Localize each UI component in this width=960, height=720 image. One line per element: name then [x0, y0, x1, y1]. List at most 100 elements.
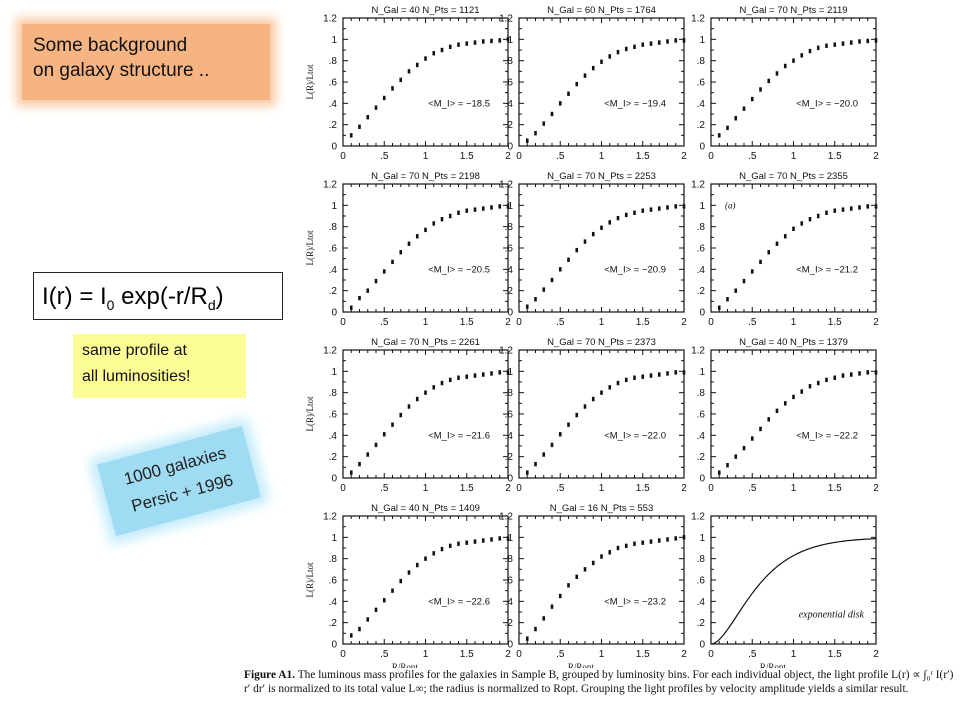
data-point — [674, 38, 678, 43]
x-tick-label: 2 — [873, 483, 879, 494]
x-tick-label: 1.5 — [460, 483, 474, 494]
profile-panel: 0 .5 1 1.5 2 0 .2 .4 .6 .8 1 1.2 N_Gal = 40 N_Pts = … — [691, 337, 879, 494]
data-point — [759, 259, 762, 265]
panel-frame — [518, 183, 685, 313]
data-point — [616, 49, 620, 55]
x-axis-label: R/Ropt — [392, 662, 419, 668]
data-point — [682, 204, 686, 209]
x-tick-label: .5 — [556, 317, 565, 328]
y-tick-label: 0 — [699, 474, 705, 485]
data-point — [600, 390, 603, 395]
data-point — [415, 396, 419, 402]
y-tick-label: .2 — [697, 452, 706, 463]
data-point — [750, 96, 754, 102]
data-point — [742, 106, 746, 111]
data-point — [391, 422, 394, 427]
data-point — [734, 454, 738, 459]
x-tick-label: 1.5 — [828, 649, 842, 660]
x-tick-label: 2 — [873, 317, 879, 328]
y-tick-label: 0 — [699, 142, 705, 153]
data-point — [575, 412, 579, 418]
profile-panel: 0.5 1 1.5 20.2.4.6.811.2N_Gal = 70 N_Pts = … — [691, 5, 879, 162]
x-tick-label: 0 — [340, 483, 346, 494]
data-point — [591, 396, 595, 402]
data-point — [407, 404, 411, 409]
data-point — [633, 44, 636, 49]
panel-magnitude: <M_I> = −18.5 — [428, 98, 490, 109]
y-tick-label: .8 — [505, 222, 514, 233]
data-point — [542, 616, 546, 621]
data-point — [792, 226, 795, 231]
x-tick-label: 1 — [791, 483, 797, 494]
data-point — [440, 47, 444, 53]
data-point — [583, 73, 587, 78]
data-point — [666, 371, 669, 376]
data-point — [682, 535, 686, 540]
data-point — [649, 373, 653, 378]
y-tick-label: .4 — [505, 597, 514, 608]
y-tick-label: .6 — [329, 78, 338, 89]
x-tick-label: 0 — [516, 649, 522, 660]
x-tick-label: .5 — [380, 483, 389, 494]
x-tick-label: 2 — [681, 151, 687, 162]
data-point — [808, 217, 812, 222]
data-point — [349, 633, 353, 638]
y-tick-label: 0 — [331, 308, 337, 319]
data-point — [858, 371, 861, 376]
data-point — [624, 212, 628, 218]
data-point — [432, 385, 436, 390]
y-tick-label: .8 — [329, 554, 338, 565]
data-point — [657, 206, 661, 211]
y-tick-label: .4 — [329, 99, 338, 110]
data-point — [641, 374, 645, 379]
x-tick-label: 1 — [791, 151, 797, 162]
data-point — [734, 288, 738, 293]
x-tick-label: 1 — [423, 317, 429, 328]
formula-rhs: ) — [215, 283, 224, 310]
y-tick-label: .8 — [329, 56, 338, 67]
data-point — [858, 205, 861, 210]
x-tick-label: 2 — [681, 483, 687, 494]
data-point — [349, 133, 353, 138]
data-point — [558, 101, 562, 106]
panel-magnitude: <M_I> = −20.0 — [796, 98, 858, 109]
x-tick-label: 0 — [708, 649, 714, 660]
data-point — [432, 221, 436, 226]
y-tick-label: .6 — [697, 244, 706, 255]
x-tick-label: 2 — [505, 151, 511, 162]
y-tick-label: 1.2 — [323, 346, 337, 357]
data-point — [473, 373, 477, 378]
data-point — [624, 46, 628, 52]
panel-frame — [342, 349, 509, 479]
data-point — [649, 539, 653, 544]
x-tick-label: .5 — [556, 151, 565, 162]
data-point — [583, 567, 587, 572]
data-point — [374, 278, 378, 284]
y-tick-label: .8 — [697, 388, 706, 399]
y-tick-label: .2 — [329, 286, 338, 297]
profile-panel: 0.5 1 1.5 20.2.4.6.811.2L(R)/LtotR/RoptN_Ga… — [305, 503, 511, 668]
profile-panel: 0.5 1 1.5 20.2.4.6.811.2N_Gal = 70 N_Pts = … — [499, 171, 687, 328]
data-point — [415, 234, 419, 239]
y-tick-label: 0 — [507, 142, 513, 153]
formula-subd: d — [207, 296, 216, 313]
data-point — [358, 626, 361, 632]
data-point — [767, 250, 771, 255]
data-point — [448, 543, 452, 549]
data-point — [717, 470, 721, 475]
data-point — [575, 247, 579, 253]
y-tick-label: 0 — [699, 308, 705, 319]
data-point — [349, 470, 353, 475]
panel-title: N_Gal = 70 N_Pts = 2373 — [547, 337, 656, 348]
data-point — [424, 227, 427, 233]
y-axis-label: L(R)/Ltot — [305, 562, 315, 597]
data-point — [624, 543, 628, 549]
y-tick-label: 1.2 — [499, 346, 513, 357]
data-point — [600, 554, 603, 559]
data-point — [800, 389, 804, 394]
data-point — [490, 38, 493, 44]
y-tick-label: 1.2 — [691, 346, 705, 357]
y-tick-label: 1.2 — [691, 512, 705, 523]
